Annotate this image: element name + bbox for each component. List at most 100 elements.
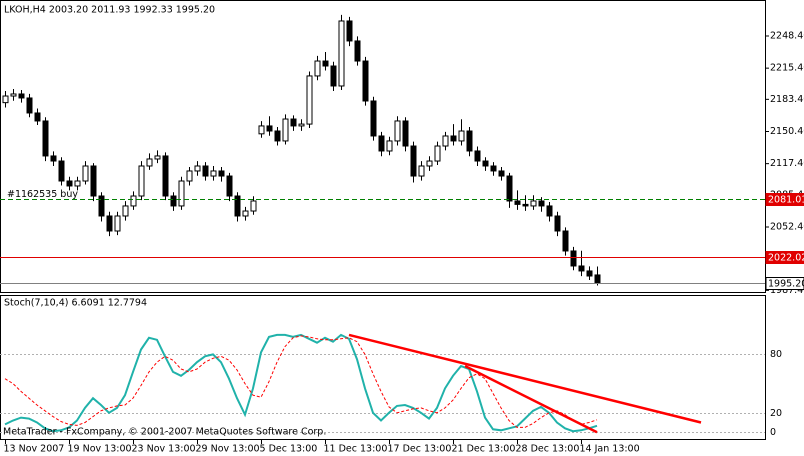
candle-body bbox=[306, 75, 313, 125]
candle-body bbox=[346, 20, 353, 42]
candle-body bbox=[410, 145, 417, 177]
price-level-label: 1995.20 bbox=[768, 279, 804, 290]
price-level-tag bbox=[765, 193, 804, 206]
y-tick-label: 2117.40 bbox=[770, 158, 804, 169]
y-tick-label: 0 bbox=[770, 427, 776, 438]
candle-body bbox=[282, 118, 289, 142]
price-level-label: 2022.02 bbox=[768, 253, 804, 264]
x-tick-label: 29 Nov 13:00 bbox=[196, 444, 260, 455]
candle-body bbox=[210, 170, 217, 177]
price-level-label: 2081.01 bbox=[768, 195, 804, 206]
y-tick-label: 2215.40 bbox=[770, 63, 804, 74]
candle-body bbox=[530, 200, 537, 207]
candle-body bbox=[314, 60, 321, 77]
candle-body bbox=[74, 180, 81, 187]
candle-body bbox=[194, 165, 201, 172]
candle-body bbox=[90, 165, 97, 197]
order-label: #1162535 buy bbox=[7, 189, 78, 200]
candle-body bbox=[234, 195, 241, 217]
candle-body bbox=[506, 175, 513, 202]
candle-body bbox=[338, 20, 345, 87]
candle-body bbox=[426, 160, 433, 167]
y-tick-label: 2052.40 bbox=[770, 221, 804, 232]
candle-body bbox=[482, 160, 489, 167]
candle-body bbox=[578, 265, 585, 272]
x-tick-label: 28 Dec 13:00 bbox=[516, 444, 580, 455]
candle-body bbox=[394, 120, 401, 142]
candle-body bbox=[514, 200, 521, 205]
candle-body bbox=[226, 175, 233, 197]
candle-body bbox=[266, 125, 273, 132]
main-panel-frame bbox=[0, 0, 766, 293]
candle-body bbox=[386, 140, 393, 152]
candle-body bbox=[490, 165, 497, 172]
candle-body bbox=[442, 135, 449, 147]
y-tick-label: 80 bbox=[770, 349, 782, 360]
x-tick-label: 14 Jan 13:00 bbox=[580, 444, 640, 455]
price-level-tag bbox=[765, 251, 804, 264]
candle-body bbox=[34, 112, 41, 122]
x-tick-label: 13 Nov 2007 bbox=[4, 444, 65, 455]
candle-body bbox=[106, 215, 113, 232]
indicator-title: Stoch(7,10,4) 6.6091 12.7794 bbox=[4, 298, 147, 309]
candle-body bbox=[594, 274, 601, 284]
plot-layer: 2248.402215.402183.402150.402117.402085.… bbox=[0, 14, 804, 455]
candle-body bbox=[458, 130, 465, 142]
x-tick-label: 11 Dec 13:00 bbox=[324, 444, 388, 455]
candle-body bbox=[242, 210, 249, 217]
candle-body bbox=[450, 135, 457, 142]
candle-body bbox=[498, 170, 505, 177]
candle-body bbox=[146, 158, 153, 167]
price-level-tag bbox=[765, 277, 804, 290]
candle-body bbox=[58, 160, 65, 182]
candle-body bbox=[330, 65, 337, 87]
candle-body bbox=[554, 215, 561, 232]
candle-body bbox=[570, 250, 577, 267]
candle-body bbox=[274, 130, 281, 142]
candle-body bbox=[170, 195, 177, 207]
candle-body bbox=[114, 215, 121, 232]
candle-body bbox=[562, 230, 569, 252]
candle-body bbox=[154, 155, 161, 160]
y-tick-label: 1987.40 bbox=[770, 285, 804, 296]
candle-body bbox=[522, 203, 529, 207]
candle-body bbox=[418, 165, 425, 177]
y-tick-label: 2248.40 bbox=[770, 30, 804, 41]
candle-body bbox=[98, 195, 105, 217]
candle-body bbox=[66, 180, 73, 187]
copyright: MetaTrader - FxCompany, © 2001-2007 Meta… bbox=[3, 427, 326, 438]
candle-body bbox=[18, 93, 25, 99]
candle-body bbox=[546, 205, 553, 217]
stoch-line bbox=[4, 335, 598, 428]
candle-body bbox=[82, 165, 89, 182]
candle-body bbox=[178, 180, 185, 207]
x-tick-label: 23 Nov 13:00 bbox=[132, 444, 196, 455]
y-tick-label: 2150.40 bbox=[770, 126, 804, 137]
x-tick-label: 17 Dec 13:00 bbox=[388, 444, 452, 455]
candle-body bbox=[434, 145, 441, 162]
candle-body bbox=[186, 170, 193, 182]
chart-title: LKOH,H4 2003.20 2011.93 1992.33 1995.20 bbox=[4, 5, 215, 16]
candle-body bbox=[298, 123, 305, 127]
trendline bbox=[464, 364, 598, 434]
stoch-panel-frame bbox=[0, 295, 766, 440]
candle-body bbox=[362, 60, 369, 102]
candle-body bbox=[162, 155, 169, 197]
candle-body bbox=[42, 120, 49, 157]
candle-body bbox=[250, 200, 257, 212]
candle-body bbox=[258, 125, 265, 135]
candle-body bbox=[586, 270, 593, 277]
candle-body bbox=[378, 135, 385, 152]
candle-body bbox=[26, 97, 33, 114]
candle-body bbox=[322, 60, 329, 67]
candle-body bbox=[402, 120, 409, 147]
candle-body bbox=[218, 170, 225, 177]
candle-body bbox=[538, 200, 545, 207]
x-tick-label: 5 Dec 13:00 bbox=[260, 444, 318, 455]
candle-body bbox=[202, 165, 209, 177]
candle-body bbox=[10, 93, 17, 97]
candle-body bbox=[50, 155, 57, 162]
candle-body bbox=[370, 100, 377, 137]
